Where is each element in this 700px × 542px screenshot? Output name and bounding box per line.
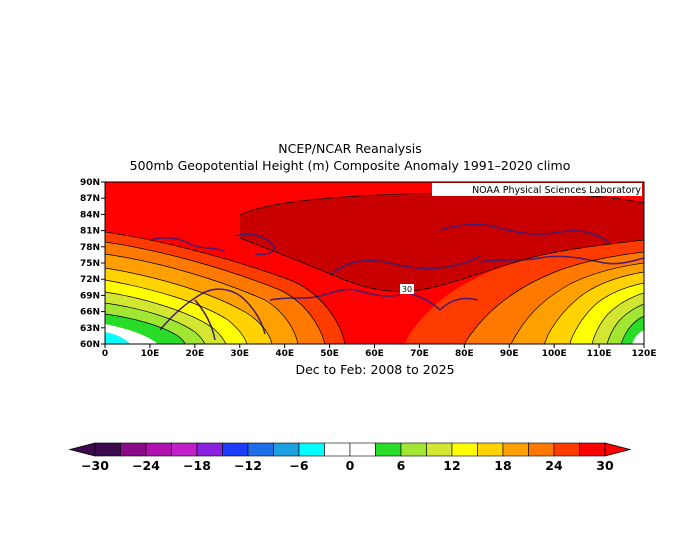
colorbar-swatch [273,442,300,457]
contour-line [620,315,644,344]
latitude-axis: 90N 87N 84N 81N 78N 75N 72N 69N 66N 63N 60N [80,178,105,350]
lat-tick-label: 66N [80,308,100,318]
colorbar-swatch [171,442,198,457]
colorbar: −30 −24 −18 −12 −6 0 6 12 18 24 30 [68,442,632,473]
credit-box [432,183,642,196]
lat-tick-label: 72N [80,275,100,285]
colorbar-swatch [120,442,147,457]
lon-tick-label: 110E [587,349,612,359]
contour-line [105,267,273,344]
coast-norway [194,299,216,341]
lon-tick-label: 10E [141,349,160,359]
lat-tick-label: 75N [80,259,100,269]
colorbar-label: −30 [81,458,109,473]
contour-line [591,292,644,344]
lon-tick-label: 60E [365,349,384,359]
lon-tick-label: 120E [632,349,657,359]
contour-line [569,282,644,344]
colorbar-label: 24 [545,458,563,473]
colorbar-swatch [451,442,478,457]
colorbar-label: −12 [234,458,262,473]
lat-tick-label: 81N [80,227,100,237]
contour-label-box [400,284,414,294]
lon-tick-label: 90E [500,349,519,359]
credit-text: NOAA Physical Sciences Laboratory [472,185,641,196]
colorbar-swatch [553,442,580,457]
colorbar-label: 18 [494,458,511,473]
lat-tick-label: 69N [80,291,100,301]
colorbar-swatch [196,442,223,457]
coast-franz-josef [439,223,611,245]
contour-lines [105,192,644,344]
colorbar-swatch [426,442,453,457]
lon-tick-label: 100E [542,349,567,359]
lon-tick-label: 70E [410,349,429,359]
lat-tick-label: 78N [80,243,100,253]
band-white-east [632,330,644,344]
lon-tick-label: 0 [102,349,108,359]
colorbar-swatch [94,442,121,457]
contour-line [105,231,346,344]
longitude-axis: 0 10E 20E 30E 40E 50E 60E 70E 80E 90E 100E 110E 120E [102,344,657,359]
contour-line [510,262,644,344]
colorbar-label: −6 [289,458,308,473]
colorbar-swatch [324,442,351,457]
colorbar-swatch [298,442,325,457]
coast-siberia-north [479,255,644,265]
colorbar-swatch [145,442,172,457]
contour-line [105,302,206,344]
colorbar-low-arrow [68,442,96,457]
colorbar-label: −24 [132,458,160,473]
colorbar-swatch [477,442,504,457]
contour-line [543,271,644,344]
contour-line [105,279,248,344]
title-line-2: 500mb Geopotential Height (m) Composite … [129,158,571,173]
coast-svalbard-west [149,237,226,253]
colorbar-swatch [502,442,529,457]
contour-line [239,237,644,292]
contour-line [464,251,644,344]
colorbar-swatch [528,442,555,457]
lat-tick-label: 84N [80,210,100,220]
anomaly-field: 30 [105,182,644,344]
contour-line [105,291,227,344]
coast-scandinavia [159,288,266,335]
lon-tick-label: 20E [185,349,204,359]
contour-line [105,253,299,344]
colorbar-swatch [375,442,402,457]
lat-tick-label: 90N [80,178,100,188]
contour-label: 30 [402,285,412,294]
lat-tick-label: 63N [80,324,100,334]
colorbar-label: −18 [183,458,211,473]
lon-tick-label: 40E [275,349,294,359]
contour-line [606,303,644,344]
colorbar-swatch [247,442,274,457]
coast-svalbard [234,233,276,256]
lat-tick-label: 60N [80,340,100,350]
lat-tick-label: 87N [80,194,100,204]
coast-kola-white-sea [269,288,401,301]
lon-tick-label: 30E [230,349,249,359]
colorbar-label: 30 [596,458,614,473]
colorbar-swatch [579,442,606,457]
colorbar-swatch [400,442,427,457]
lon-tick-label: 50E [320,349,339,359]
coast-yamal [404,291,479,312]
coastlines [149,223,644,341]
colorbar-swatch [349,442,376,457]
contour-line [105,241,326,344]
coast-novaya-zemlya [329,255,481,276]
colorbar-label: 12 [443,458,460,473]
band-cyan-west [105,332,130,344]
colorbar-label: 6 [397,458,406,473]
contour-line [105,313,186,344]
title-line-1: NCEP/NCAR Reanalysis [278,141,422,156]
colorbar-label: 0 [346,458,355,473]
lon-tick-label: 80E [455,349,474,359]
colorbar-high-arrow [604,442,632,457]
colorbar-swatch [222,442,249,457]
time-range-subtitle: Dec to Feb: 2008 to 2025 [295,362,455,377]
